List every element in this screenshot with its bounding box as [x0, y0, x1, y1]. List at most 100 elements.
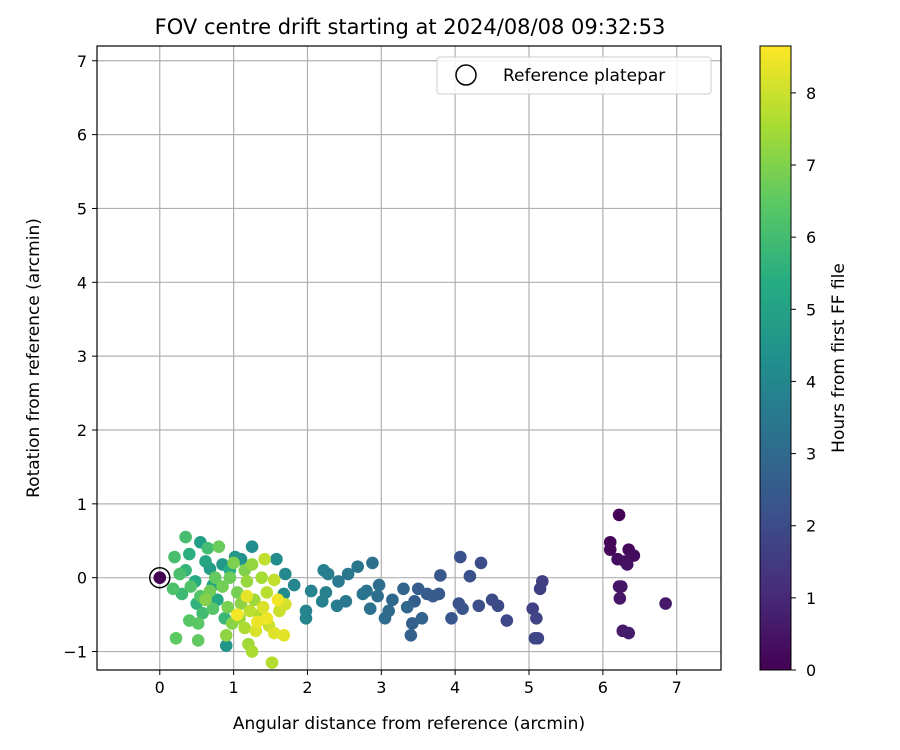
- colorbar-tick-label: 8: [806, 84, 816, 103]
- data-point: [378, 612, 392, 625]
- plot-frame: [96, 45, 722, 671]
- colorbar-label: Hours from first FF file: [829, 263, 849, 453]
- data-point: [238, 621, 251, 635]
- data-point: [183, 547, 196, 561]
- data-points: [153, 508, 672, 669]
- y-tick-label: −1: [63, 643, 87, 662]
- y-tick-label: 6: [77, 126, 87, 145]
- x-tick-label: 3: [376, 678, 386, 697]
- data-point: [219, 639, 233, 652]
- data-point: [245, 540, 259, 553]
- data-point: [386, 593, 399, 607]
- data-point: [415, 612, 429, 625]
- x-axis-ticks: 0 1 2 3 4 5 6 7: [155, 670, 682, 697]
- y-tick-label: 1: [77, 495, 87, 514]
- data-point: [245, 558, 259, 571]
- colorbar-tick-label: 1: [806, 589, 816, 608]
- data-point: [332, 575, 345, 588]
- x-tick-label: 7: [672, 678, 682, 697]
- colorbar-tick-label: 6: [806, 228, 816, 247]
- colorbar-tick-label: 5: [806, 300, 816, 319]
- data-point: [530, 612, 543, 625]
- data-point: [341, 567, 355, 581]
- data-point: [265, 656, 279, 669]
- data-point: [271, 593, 285, 607]
- data-point: [397, 582, 410, 596]
- data-point: [258, 552, 271, 566]
- y-tick-label: 7: [77, 52, 87, 71]
- data-point: [184, 580, 198, 593]
- data-point: [250, 615, 264, 629]
- data-point: [212, 540, 226, 553]
- data-point: [371, 589, 384, 603]
- data-point: [191, 617, 205, 630]
- data-point: [627, 549, 641, 562]
- data-point: [199, 555, 212, 568]
- data-point: [411, 582, 425, 596]
- data-point: [231, 586, 244, 599]
- data-point: [434, 569, 447, 582]
- y-tick-label: 3: [77, 347, 87, 366]
- data-point: [169, 631, 183, 645]
- y-tick-label: 0: [77, 569, 87, 588]
- data-point: [485, 593, 499, 607]
- data-point: [531, 631, 545, 645]
- data-point: [260, 612, 274, 625]
- data-point: [463, 569, 477, 583]
- x-tick-label: 6: [598, 678, 608, 697]
- data-point: [315, 595, 329, 608]
- data-point: [245, 645, 259, 658]
- data-point: [372, 578, 386, 592]
- data-point: [472, 599, 486, 613]
- data-point: [219, 628, 233, 642]
- data-point: [454, 550, 467, 564]
- data-point: [526, 602, 539, 616]
- grid-lines: [97, 46, 721, 670]
- data-point: [221, 600, 235, 614]
- data-point: [206, 602, 220, 616]
- colorbar-ticks: 0 1 2 3 4 5 6 7 8: [791, 84, 816, 680]
- legend-entry: Reference platepar: [503, 66, 665, 86]
- data-point: [404, 628, 418, 642]
- x-axis-label: Angular distance from reference (arcmin): [233, 714, 585, 734]
- data-point: [270, 552, 283, 566]
- data-point: [267, 626, 281, 640]
- data-point: [299, 612, 313, 625]
- data-point: [603, 543, 617, 556]
- legend-box: [436, 56, 712, 95]
- data-point: [166, 582, 180, 596]
- data-point: [260, 586, 274, 599]
- data-point: [240, 589, 254, 603]
- data-point: [456, 602, 469, 616]
- data-point: [533, 582, 547, 596]
- colorbar-tick-label: 2: [806, 517, 816, 536]
- data-point: [279, 567, 292, 581]
- data-point: [400, 600, 414, 614]
- data-point: [406, 617, 419, 630]
- data-point: [356, 587, 370, 601]
- data-point: [240, 575, 254, 588]
- data-point: [445, 612, 458, 625]
- data-point: [227, 556, 240, 570]
- data-point: [613, 592, 627, 605]
- x-tick-label: 0: [155, 678, 165, 697]
- data-point: [500, 614, 514, 627]
- y-tick-label: 5: [77, 199, 87, 218]
- data-point: [474, 556, 488, 570]
- data-point: [216, 580, 229, 593]
- data-point: [267, 573, 281, 587]
- data-point: [168, 550, 181, 564]
- colorbar-tick-label: 4: [806, 372, 816, 391]
- y-tick-label: 4: [77, 273, 87, 292]
- data-point: [351, 560, 364, 573]
- data-point: [256, 600, 270, 614]
- data-point: [330, 599, 344, 613]
- data-point: [317, 564, 331, 577]
- data-point: [612, 508, 626, 522]
- data-point: [366, 556, 379, 570]
- colorbar-tick-label: 3: [806, 445, 816, 464]
- reference-data-point: [153, 571, 167, 584]
- data-point: [243, 604, 257, 618]
- x-tick-label: 4: [450, 678, 460, 697]
